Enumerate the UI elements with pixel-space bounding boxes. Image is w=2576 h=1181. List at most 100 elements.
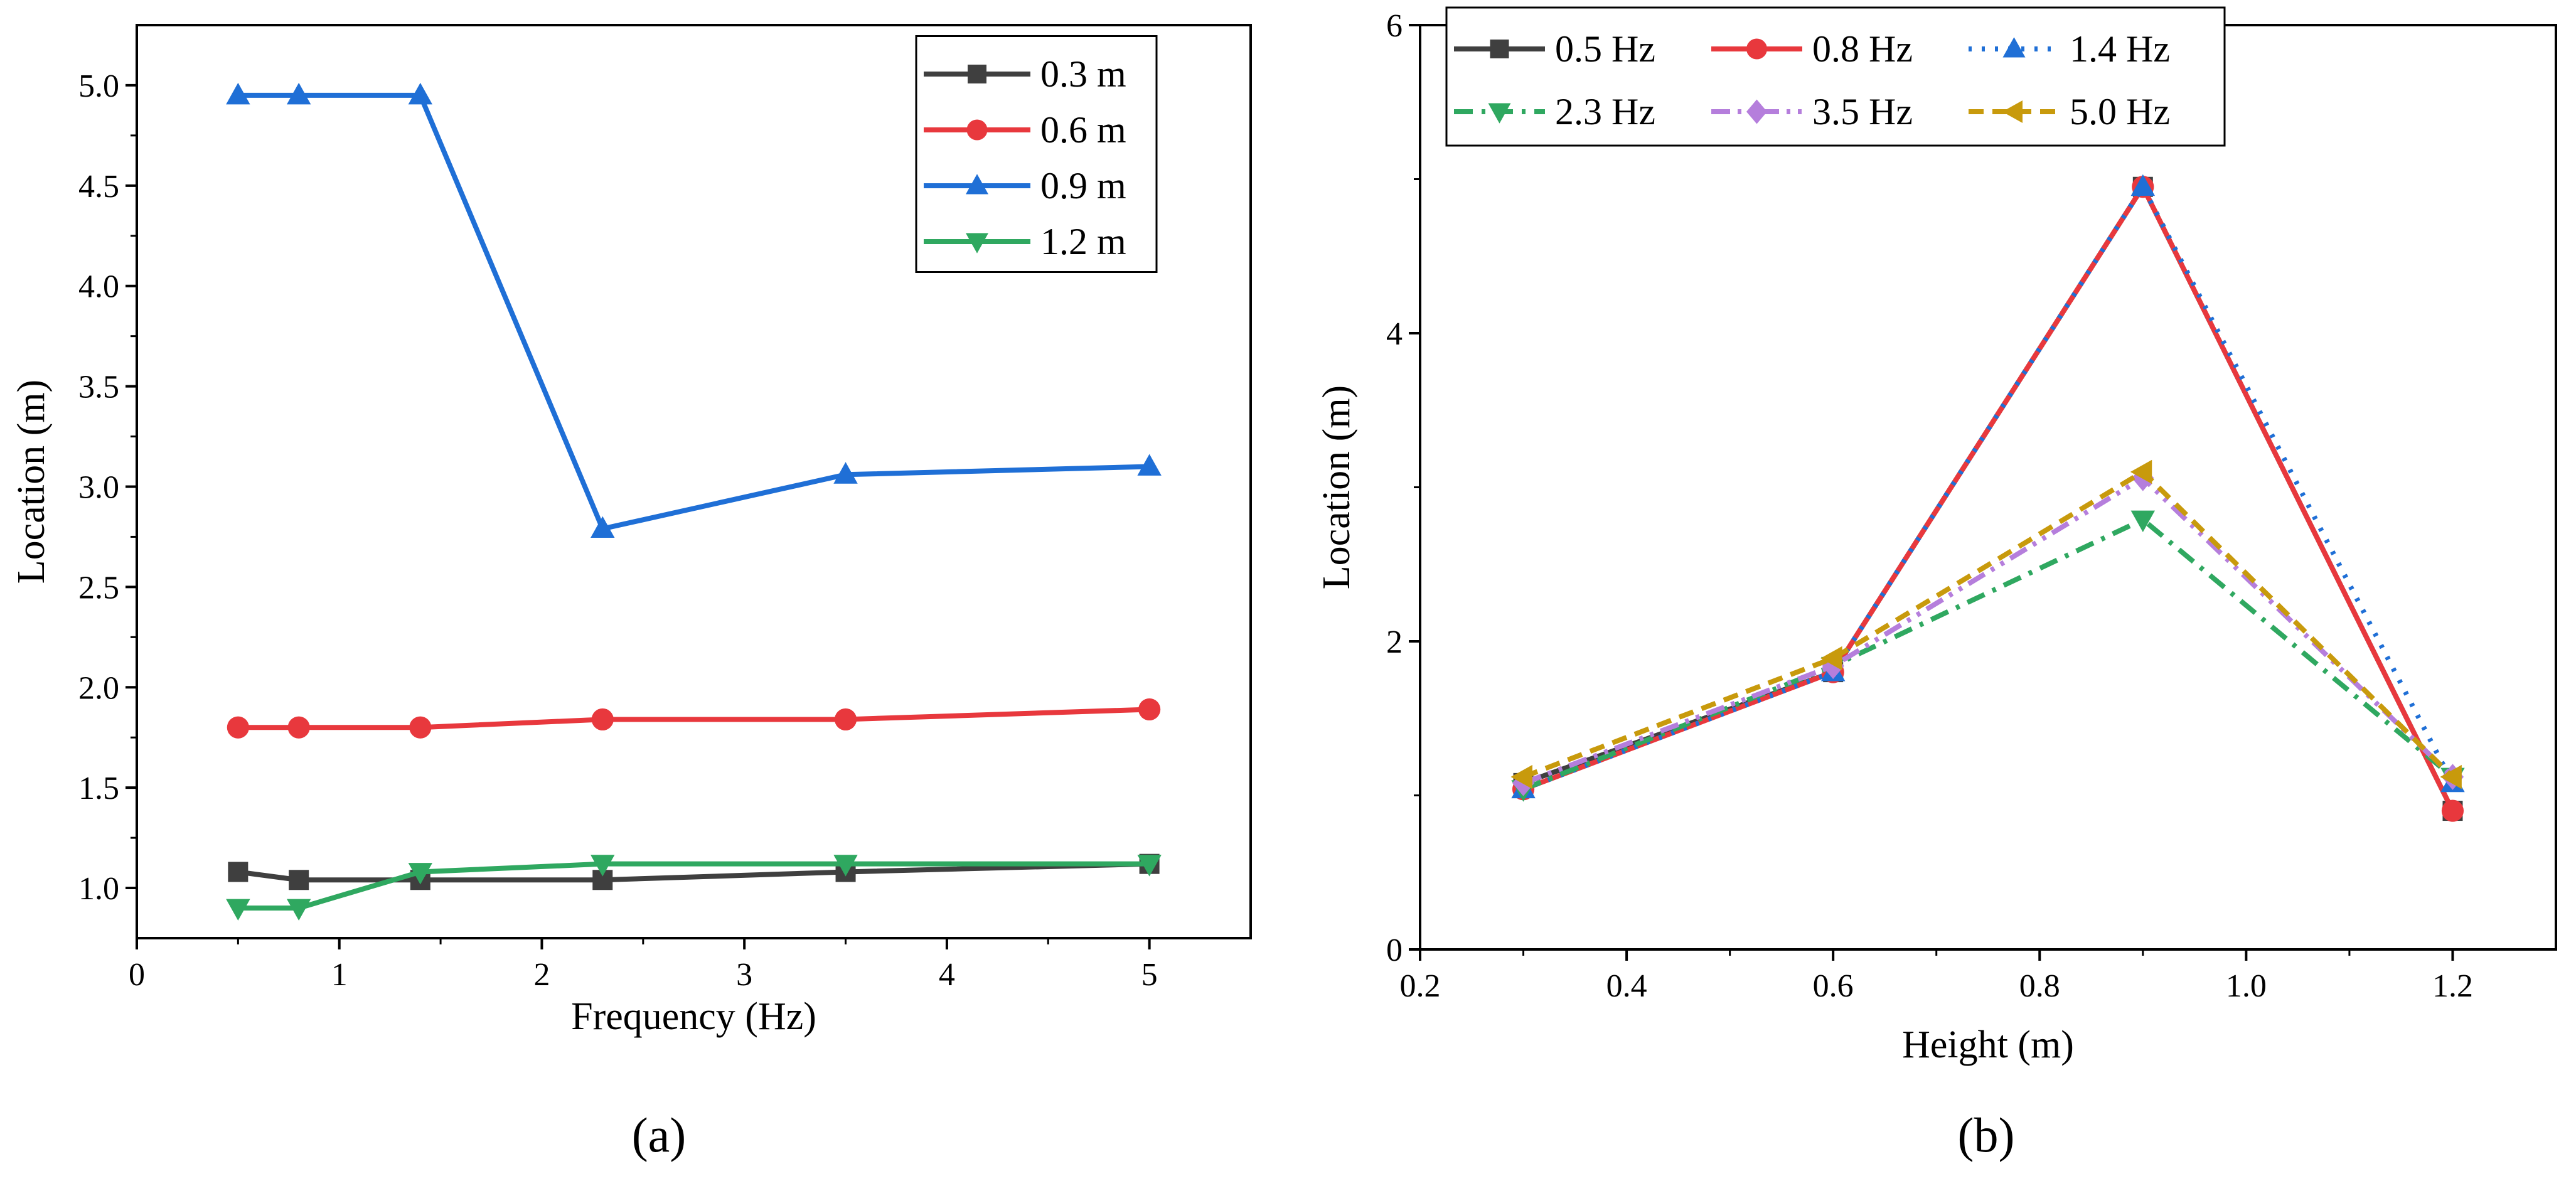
series-a-0 xyxy=(228,853,1160,890)
series-b-1 xyxy=(1512,176,2464,822)
legend-label-b-1: 0.8 Hz xyxy=(1812,28,1913,70)
series-b-5 xyxy=(1510,459,2462,789)
series-line-a-0 xyxy=(237,861,1150,883)
series-b-2 xyxy=(1511,174,2465,799)
legend-marker-b-0 xyxy=(1490,40,1509,58)
data-point-b-2 xyxy=(2130,174,2156,196)
legend-label-b-4: 3.5 Hz xyxy=(1812,91,1913,132)
legend-marker-a-3 xyxy=(966,233,988,254)
data-point-a-3 xyxy=(408,863,433,885)
legend-entry-b-5: 5.0 Hz xyxy=(1969,91,2170,132)
y-tick-label-b: 6 xyxy=(1386,8,1403,44)
legend-label-b-2: 1.4 Hz xyxy=(2070,28,2170,70)
data-point-a-2 xyxy=(1137,454,1162,476)
legend-entry-a-3: 1.2 m xyxy=(924,221,1126,262)
series-line-a-1 xyxy=(238,707,1150,730)
data-point-b-5 xyxy=(1510,764,1532,789)
x-tick-label-a: 0 xyxy=(129,957,145,993)
x-tick-label-a: 2 xyxy=(533,957,550,993)
y-tick-label-b: 4 xyxy=(1386,316,1403,352)
chart-b: 0.2 0.4 0.6 0.8 1.0 1.2 0 2 4 6 Height (m) Location… xyxy=(1315,6,2557,1066)
y-tick-label-a: 2.0 xyxy=(78,670,119,706)
legend-label-a-2: 0.9 m xyxy=(1040,165,1126,206)
data-point-a-1 xyxy=(287,716,310,739)
legend-marker-a-0 xyxy=(968,65,986,83)
data-point-a-3 xyxy=(833,855,858,877)
data-point-a-2 xyxy=(408,82,433,105)
legend-entry-a-1: 0.6 m xyxy=(924,109,1126,151)
data-point-a-0 xyxy=(289,870,309,890)
y-tick-label-a: 2.5 xyxy=(78,570,119,606)
data-point-a-3 xyxy=(1137,855,1162,877)
data-point-b-5 xyxy=(2440,764,2462,789)
legend-label-a-1: 0.6 m xyxy=(1040,109,1126,151)
x-tick-label-b: 1.2 xyxy=(2432,968,2473,1004)
data-point-a-3 xyxy=(591,855,615,877)
legend-label-b-3: 2.3 Hz xyxy=(1555,91,1655,132)
y-tick-label-a: 4.5 xyxy=(78,169,119,205)
legend-marker-a-1 xyxy=(966,119,988,141)
y-axis-label-a: Location (m) xyxy=(10,380,53,584)
y-tick-label-a: 5.0 xyxy=(78,68,119,104)
y-tick-label-b: 2 xyxy=(1386,624,1403,660)
x-tick-label-a: 1 xyxy=(331,957,348,993)
legend-entry-b-0: 0.5 Hz xyxy=(1454,28,1655,70)
x-tick-label-b: 0.8 xyxy=(2019,968,2060,1004)
x-axis-label-a: Frequency (Hz) xyxy=(571,995,816,1038)
data-point-a-3 xyxy=(226,899,250,921)
legend-marker-b-3 xyxy=(1488,103,1511,124)
legend-entry-b-4: 3.5 Hz xyxy=(1711,91,1913,132)
series-a-3 xyxy=(226,855,1162,921)
y-tick-label-a: 1.5 xyxy=(78,771,119,806)
x-tick-label-b: 0.6 xyxy=(1813,968,1854,1004)
series-b-3 xyxy=(1511,510,2465,802)
x-tick-label-a: 5 xyxy=(1141,957,1158,993)
series-line-b-5 xyxy=(1522,469,2455,779)
legend-label-a-0: 0.3 m xyxy=(1040,53,1126,95)
legend-box-b xyxy=(1445,6,2226,147)
series-b-4 xyxy=(1512,464,2464,796)
series-line-b-0 xyxy=(1522,184,2456,812)
legend-marker-a-2 xyxy=(966,174,988,195)
data-point-a-2 xyxy=(286,82,311,105)
legend-entry-a-0: 0.3 m xyxy=(924,53,1126,95)
data-point-a-1 xyxy=(591,708,614,731)
data-point-a-2 xyxy=(591,516,615,538)
legend-marker-b-5 xyxy=(2002,100,2023,123)
y-axis-label-b: Location (m) xyxy=(1315,385,1358,589)
legend-entry-b-1: 0.8 Hz xyxy=(1711,28,1913,70)
x-tick-label-b: 1.0 xyxy=(2226,968,2267,1004)
panel-a-label: (a) xyxy=(632,1108,687,1162)
x-axis-label-b: Height (m) xyxy=(1902,1023,2074,1066)
x-tick-label-b: 0.2 xyxy=(1400,968,1441,1004)
series-a-2 xyxy=(226,82,1162,538)
data-point-a-1 xyxy=(409,716,432,739)
y-tick-label-a: 3.0 xyxy=(78,469,119,505)
series-line-a-3 xyxy=(238,861,1150,911)
x-tick-label-a: 3 xyxy=(736,957,752,993)
plot-frame-a xyxy=(136,24,1252,939)
chart-a: 0 1 2 3 4 5 1.0 1.5 2.0 2.5 3.0 3.5 4.0 4.5 5.0 Frequen… xyxy=(10,24,1252,1038)
series-a-1 xyxy=(227,698,1161,739)
legend-label-b-5: 5.0 Hz xyxy=(2070,91,2170,132)
data-point-a-1 xyxy=(834,708,857,731)
legend-marker-b-1 xyxy=(1746,38,1767,60)
y-tick-label-a: 1.0 xyxy=(78,871,119,907)
legend-entry-a-2: 0.9 m xyxy=(924,165,1126,206)
series-line-b-2 xyxy=(1522,184,2456,792)
data-point-b-1 xyxy=(2441,799,2464,822)
y-tick-label-b: 0 xyxy=(1386,933,1403,968)
data-point-a-0 xyxy=(228,862,249,882)
series-line-b-3 xyxy=(1522,517,2455,792)
legend-marker-b-2 xyxy=(2002,37,2026,58)
plot-frame-b xyxy=(1419,24,2557,951)
legend-label-b-0: 0.5 Hz xyxy=(1555,28,1655,70)
legend-entry-b-3: 2.3 Hz xyxy=(1454,91,1655,132)
x-tick-label-a: 4 xyxy=(939,957,955,993)
data-point-b-5 xyxy=(1820,646,1842,671)
data-point-b-5 xyxy=(2130,459,2152,484)
series-b-0 xyxy=(1513,176,2463,821)
y-tick-label-a: 4.0 xyxy=(78,269,119,305)
series-line-a-2 xyxy=(238,92,1150,532)
